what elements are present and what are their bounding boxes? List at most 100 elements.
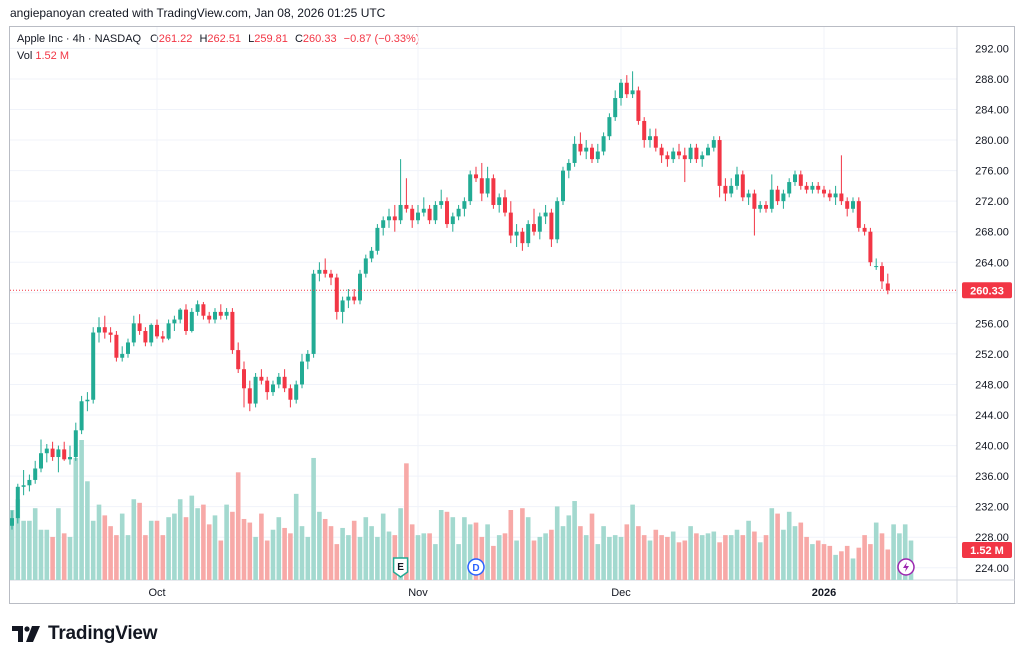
volume-bar (891, 524, 896, 580)
volume-bar (50, 536, 55, 580)
candle-body (601, 136, 606, 152)
candle-body (514, 231, 519, 236)
candle-body (810, 185, 815, 190)
candle-body (73, 430, 78, 458)
dividend-marker[interactable]: D (467, 558, 485, 576)
volume-bar (850, 558, 856, 580)
candle-body (323, 269, 328, 274)
volume-bar (38, 529, 44, 580)
volume-bar (317, 511, 322, 580)
symbol-legend[interactable]: Apple Inc · 4h · NASDAQ O261.22 H262.51 … (17, 33, 419, 45)
candle-body (68, 457, 72, 460)
symbol-title[interactable]: Apple Inc · 4h · NASDAQ (17, 33, 142, 45)
volume-bar (177, 499, 183, 580)
volume-bar (363, 517, 369, 580)
candle-body (845, 201, 850, 209)
volume-bar (450, 517, 456, 580)
candle-body (590, 147, 594, 160)
volume-bar (311, 457, 316, 580)
volume-bar (856, 547, 862, 580)
candle-body (358, 273, 362, 301)
candle-body (340, 300, 345, 312)
y-tick-label: 256.00 (975, 318, 1009, 330)
volume-bar (224, 504, 229, 580)
candle-body (282, 376, 287, 389)
candle-body (236, 350, 241, 370)
candle-body (671, 151, 676, 160)
volume-bar (659, 535, 664, 580)
candle-body (804, 185, 809, 190)
last-volume-badge-bg (962, 542, 1012, 558)
candle-body (462, 201, 467, 209)
close-value: 260.33 (302, 33, 337, 45)
candle-body (276, 376, 281, 385)
last-price-badge-bg (962, 282, 1012, 299)
candle-body (352, 296, 357, 301)
candle-body (172, 319, 177, 324)
candle-body (149, 324, 154, 343)
candle-body (334, 277, 339, 312)
chart-frame (9, 26, 1015, 604)
candle-body (508, 212, 513, 236)
volume-bar (810, 544, 815, 580)
tradingview-logo-icon (12, 626, 40, 642)
earnings-marker[interactable]: E (392, 557, 409, 578)
lightning-marker[interactable] (897, 558, 915, 576)
volume-bar (798, 522, 804, 580)
volume-bar (276, 517, 282, 580)
volume-bar (786, 511, 792, 580)
volume-bar (201, 504, 206, 580)
volume-bar (160, 535, 166, 580)
volume-bar (844, 545, 850, 580)
candle-body (607, 117, 612, 137)
tradingview-logo[interactable]: TradingView (12, 623, 158, 645)
volume-bar (322, 518, 328, 580)
volume-bar (369, 526, 374, 580)
volume-bar (340, 527, 345, 580)
candle-body (775, 189, 780, 202)
volume-bar (589, 513, 595, 580)
candle-body (44, 448, 49, 454)
volume-bar (757, 542, 763, 580)
candle-body (311, 273, 316, 354)
volume-bar (218, 540, 224, 580)
candle-body (300, 361, 304, 385)
candle-body (79, 401, 84, 431)
volume-bar (264, 540, 270, 580)
volume-bar (624, 524, 630, 580)
volume-bar (491, 545, 496, 580)
y-tick-label: 252.00 (975, 349, 1009, 361)
candle-body (572, 143, 577, 163)
candle-body (648, 136, 652, 141)
earnings-icon (392, 557, 409, 578)
volume-bar (514, 540, 519, 580)
candle-body (653, 136, 658, 148)
volume-bar (769, 508, 775, 580)
candle-body (126, 342, 130, 354)
candle-body (56, 449, 61, 458)
volume-bar (467, 524, 473, 580)
volume-bar (270, 529, 276, 580)
candle-body (677, 151, 681, 156)
candle-body (746, 193, 751, 198)
volume-bar (9, 510, 15, 580)
volume-bar (299, 526, 305, 580)
candle-body (33, 468, 38, 480)
volume-bar (873, 522, 879, 580)
candle-body (793, 174, 797, 183)
volume-bar (293, 493, 299, 580)
volume-bar (879, 533, 885, 580)
low-value: 259.81 (254, 33, 288, 45)
candle-body (526, 224, 531, 244)
y-tick-label: 244.00 (975, 410, 1009, 422)
volume-bar (404, 463, 409, 580)
candle-body (387, 216, 391, 221)
volume-bar (473, 522, 479, 580)
candle-body (613, 98, 618, 118)
volume-legend[interactable]: Vol 1.52 M (17, 50, 69, 62)
volume-bar (868, 544, 873, 580)
volume-bar (172, 513, 177, 580)
candle-body (874, 266, 879, 268)
candle-body (491, 178, 496, 205)
